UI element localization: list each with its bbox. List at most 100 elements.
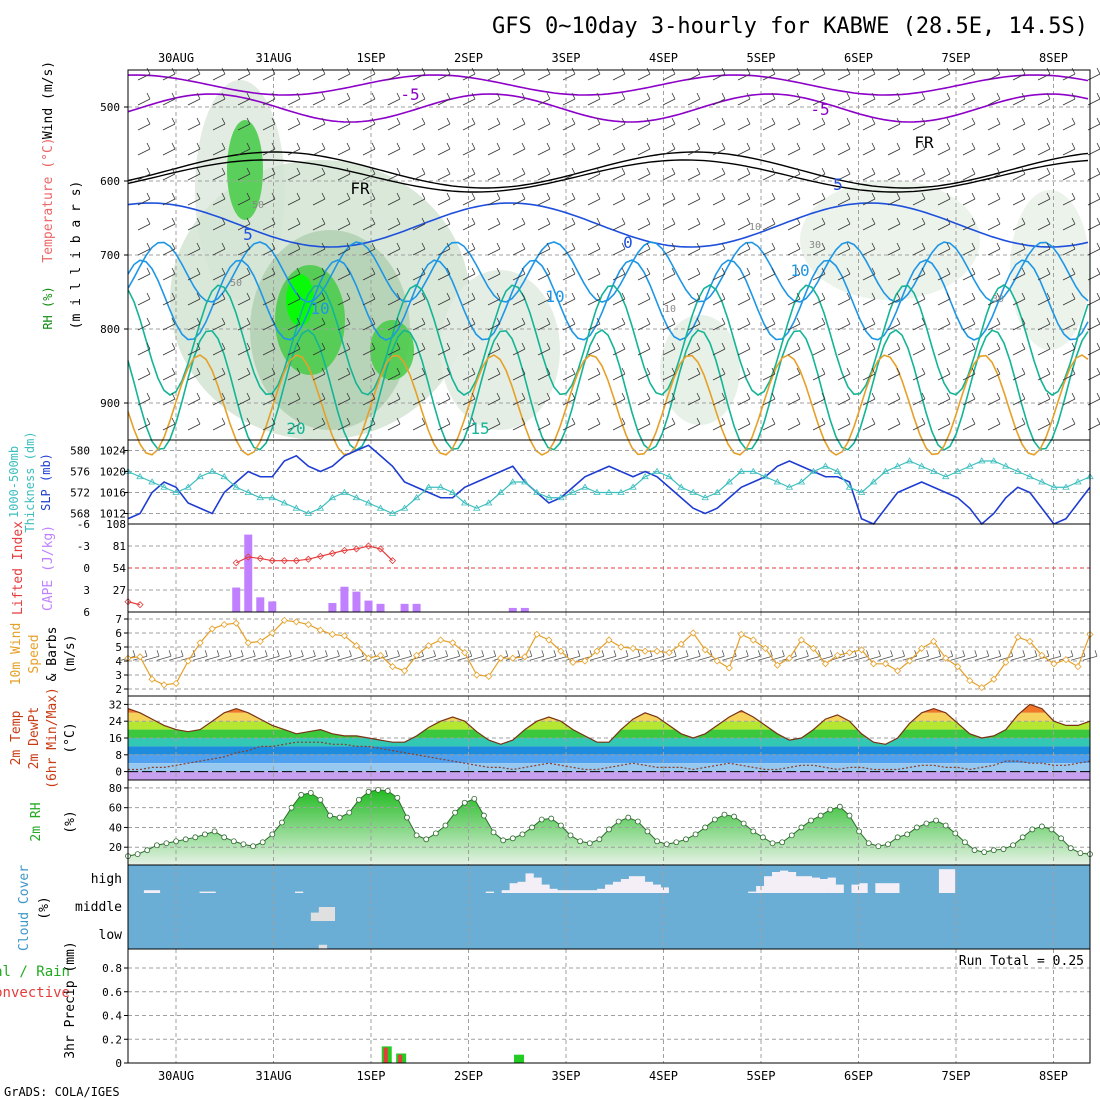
wind-barb bbox=[162, 417, 176, 431]
wind-barb bbox=[412, 342, 426, 356]
wind-barb bbox=[437, 117, 451, 131]
wind-barb bbox=[1062, 192, 1076, 206]
date-label: 31AUG bbox=[255, 51, 291, 65]
rh-point bbox=[596, 836, 603, 843]
wind-barb bbox=[1012, 92, 1026, 106]
contour-label: 5 bbox=[243, 225, 253, 244]
wind-barb bbox=[762, 367, 776, 381]
wind-barb bbox=[637, 142, 651, 156]
wind-axis-label: Wind (m/s) bbox=[41, 61, 56, 139]
wind-barb bbox=[812, 167, 826, 181]
wind-barb bbox=[512, 117, 526, 131]
wind-barb bbox=[887, 192, 901, 206]
wind-barb bbox=[287, 367, 301, 381]
wind-speed-point bbox=[1026, 637, 1034, 645]
wind-speed-point bbox=[136, 653, 144, 661]
thickness-point bbox=[978, 457, 986, 464]
wind-barb bbox=[787, 117, 801, 131]
rh-point bbox=[1058, 835, 1065, 842]
rh-point bbox=[355, 796, 362, 803]
wind-barb bbox=[712, 292, 726, 306]
wind-barb bbox=[337, 117, 351, 131]
wind-barb bbox=[162, 217, 176, 231]
thickness-point bbox=[232, 483, 240, 490]
wind-barb bbox=[212, 192, 226, 206]
cloud-bar bbox=[533, 877, 542, 893]
cloud-bar bbox=[549, 888, 558, 893]
wind-barb bbox=[762, 67, 776, 81]
temperature-contour bbox=[127, 241, 1089, 303]
wind-barb bbox=[312, 217, 326, 231]
wind-barb bbox=[187, 292, 201, 306]
wind-speed-point bbox=[569, 658, 577, 666]
wind-barb bbox=[137, 392, 151, 406]
tick-label: 4 bbox=[115, 655, 122, 668]
wind-barb bbox=[712, 92, 726, 106]
thickness-line bbox=[127, 460, 1091, 515]
wind-barb bbox=[962, 142, 976, 156]
wind-barb bbox=[487, 142, 501, 156]
thickness-point bbox=[340, 488, 349, 495]
wind-speed-point bbox=[376, 651, 385, 659]
wind-speed-point bbox=[749, 636, 757, 644]
wind-barb bbox=[437, 292, 451, 306]
wind-barb bbox=[362, 317, 376, 331]
wind-barb bbox=[887, 217, 901, 231]
wind-barb bbox=[337, 92, 351, 106]
date-label: 7SEP bbox=[942, 1069, 971, 1083]
wind-barb bbox=[937, 167, 951, 181]
rh-point bbox=[1029, 826, 1036, 833]
cloud-bar bbox=[859, 883, 868, 893]
thickness-point bbox=[521, 478, 529, 485]
date-label: 1SEP bbox=[357, 1069, 386, 1083]
temp-band bbox=[128, 729, 1090, 738]
rh-point bbox=[721, 811, 728, 818]
rh-point bbox=[827, 806, 834, 813]
thickness-point bbox=[497, 488, 505, 495]
wind-barb bbox=[212, 342, 226, 356]
wind-barb bbox=[937, 417, 951, 431]
wind-barb bbox=[737, 292, 751, 306]
thickness-point bbox=[569, 488, 577, 495]
wind-barb bbox=[437, 367, 451, 381]
tick-label: 3 bbox=[115, 669, 122, 682]
wind-barb bbox=[262, 367, 276, 381]
wind-barb bbox=[662, 342, 676, 356]
rh-point bbox=[509, 835, 516, 842]
wind-barb bbox=[587, 192, 601, 206]
wind-barb bbox=[987, 342, 1001, 356]
wind-barb bbox=[762, 392, 776, 406]
wind-barb bbox=[437, 167, 451, 181]
wind-barb bbox=[462, 142, 476, 156]
wind-barb bbox=[687, 392, 701, 406]
thickness-point bbox=[665, 472, 673, 480]
wind-barb bbox=[1010, 650, 1026, 661]
wind-barb bbox=[537, 317, 551, 331]
wind-barb bbox=[812, 317, 826, 331]
wind-speed-point bbox=[521, 653, 529, 661]
wind-barb bbox=[712, 392, 726, 406]
wind-speed-point bbox=[244, 639, 252, 647]
precip-convective-bar bbox=[383, 1047, 388, 1063]
wind-barb bbox=[412, 242, 426, 256]
thickness-point bbox=[653, 467, 661, 474]
wind-barb bbox=[787, 367, 801, 381]
cloud-bar bbox=[660, 887, 669, 893]
wind-barb bbox=[812, 292, 826, 306]
wind-barb bbox=[437, 317, 451, 331]
rh-point bbox=[625, 814, 632, 821]
wind-barb bbox=[837, 292, 851, 306]
rh-point bbox=[990, 847, 997, 854]
wind-barb bbox=[137, 417, 151, 431]
wind-barb bbox=[986, 650, 1002, 661]
wind-barb bbox=[237, 392, 251, 406]
wind-barb bbox=[362, 367, 376, 381]
wind-barb bbox=[637, 167, 651, 181]
wind-barb bbox=[712, 342, 726, 356]
wind-speed-point bbox=[208, 625, 216, 633]
wind-barb bbox=[387, 217, 401, 231]
wind-barb bbox=[687, 142, 701, 156]
wind-barb bbox=[437, 67, 451, 81]
wind-barb bbox=[787, 242, 801, 256]
wind-barb bbox=[787, 67, 801, 81]
